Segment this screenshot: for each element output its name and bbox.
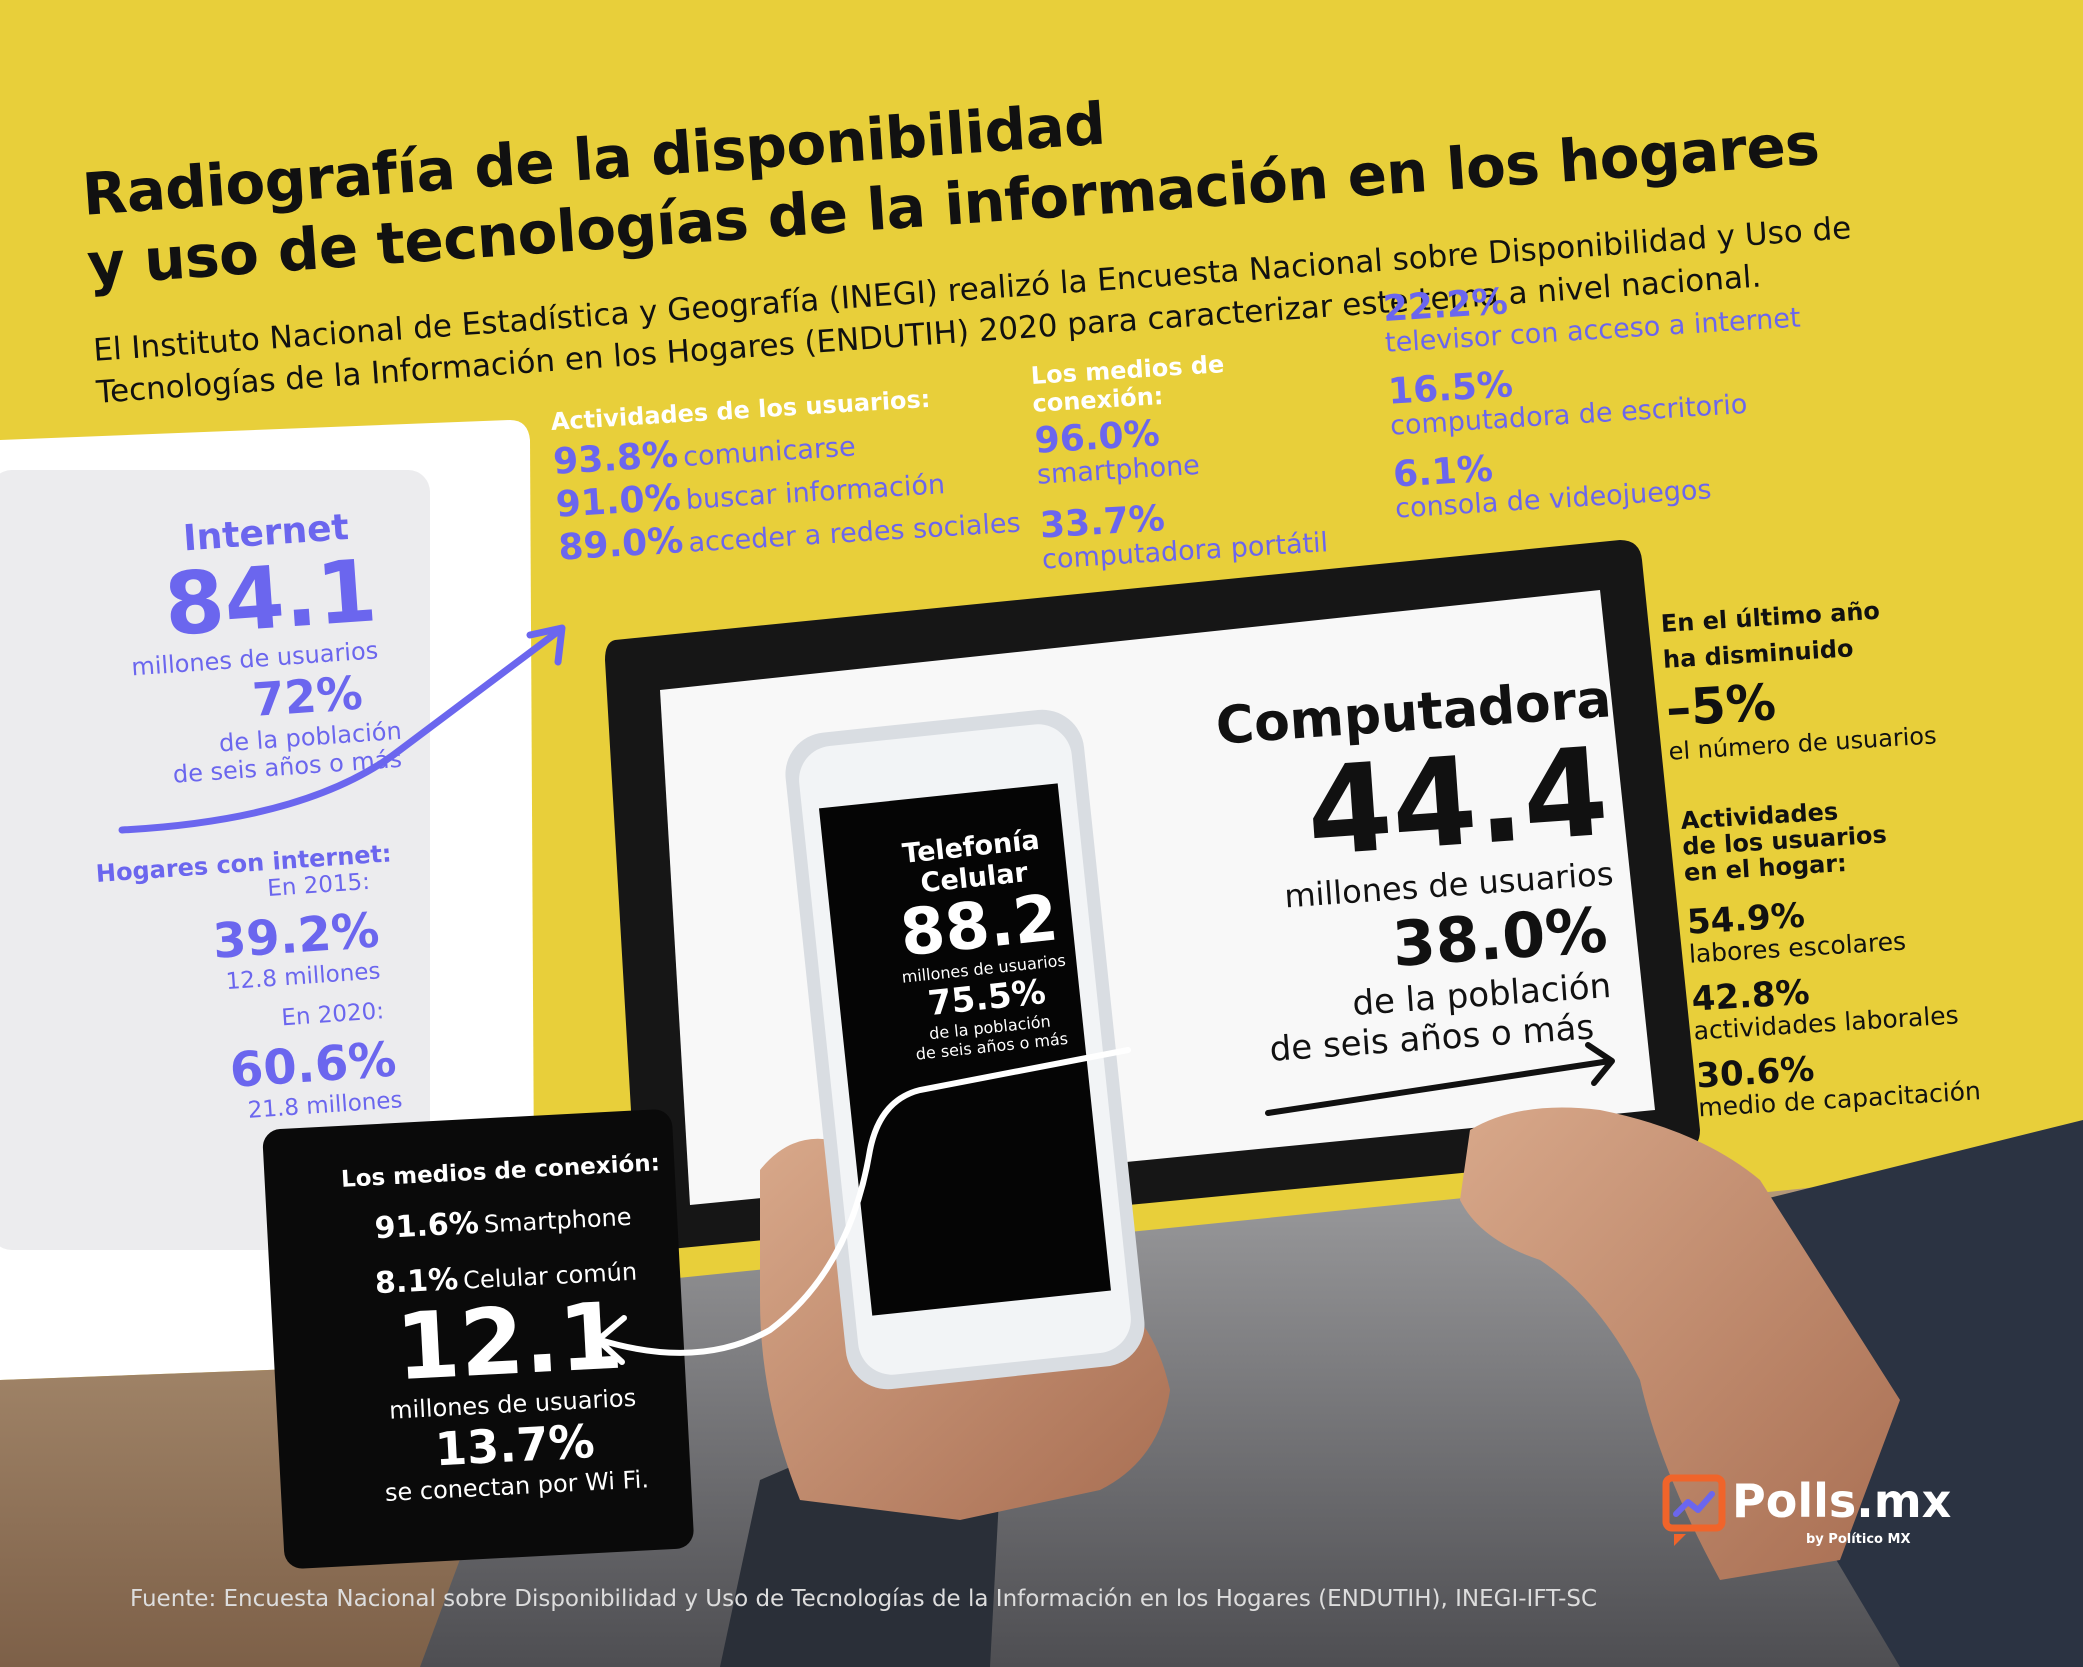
- medios-internet-col1: Los medios de conexión: 96.0% smartphone…: [1030, 342, 1372, 575]
- disminucion-block: En el último año ha disminuido –5% el nú…: [1660, 590, 1999, 766]
- medio-celular-item: 91.6% Smartphone: [322, 1195, 683, 1249]
- actividad-label: comunicarse: [682, 431, 857, 473]
- logo-name: Polls.mx: [1732, 1474, 1952, 1528]
- source-note: Fuente: Encuesta Nacional sobre Disponib…: [130, 1586, 1598, 1612]
- conexion-celular-block: Los medios de conexión: 91.6% Smartphone…: [320, 1149, 697, 1509]
- computadora-block: Computadora 44.4 millones de usuarios 38…: [1170, 669, 1635, 1075]
- logo-sub: by Político MX: [1806, 1532, 1911, 1547]
- actividades-block: Actividades de los usuarios: 93.8% comun…: [550, 376, 1079, 569]
- internet-arrow: [118, 624, 566, 834]
- internet-panel: [0, 470, 430, 1250]
- actividad-pct: 93.8%: [552, 434, 680, 483]
- computadora-arrow: [1265, 1042, 1615, 1116]
- celular-block: Telefonía Celular 88.2 millones de usuar…: [845, 819, 1117, 1069]
- celular-arrow: [595, 1047, 1131, 1365]
- wifi-users: 12.1: [393, 1282, 626, 1402]
- medios-internet-col2: 22.2% televisor con acceso a internet 16…: [1382, 263, 1875, 524]
- chart-logo-icon: [1662, 1474, 1726, 1546]
- hogar-block: Actividades de los usuarios en el hogar:…: [1680, 788, 2029, 1122]
- medio-celular-pct: 91.6%: [373, 1205, 480, 1247]
- polls-logo: Polls.mx by Político MX: [1660, 1472, 1980, 1562]
- actividad-pct: 91.0%: [554, 477, 682, 526]
- actividad-pct: 89.0%: [557, 520, 685, 569]
- medio-celular-label: Smartphone: [483, 1202, 633, 1239]
- hogares-2020-label: En 2020:: [280, 998, 385, 1032]
- hogares-block: Hogares con internet: En 2015: 39.2% 12.…: [95, 838, 433, 1134]
